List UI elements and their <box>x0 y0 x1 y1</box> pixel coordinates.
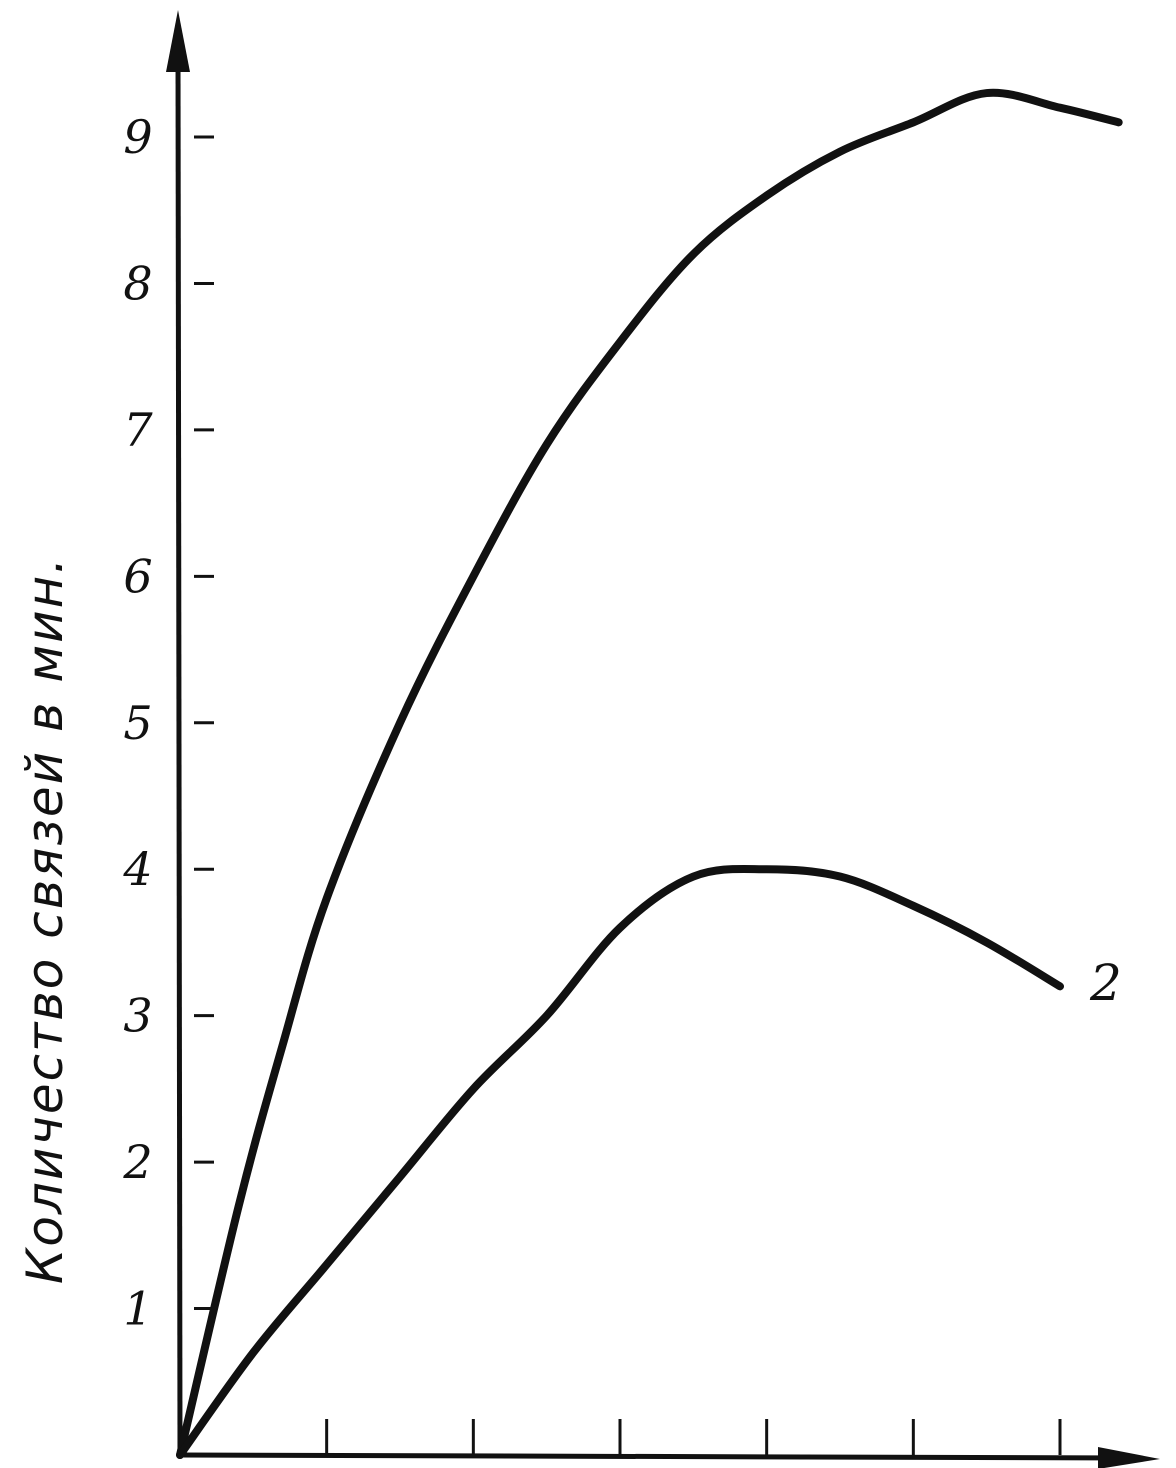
y-tick-label-5: 5 <box>123 696 152 750</box>
y-tick-label-1: 1 <box>123 1282 152 1336</box>
series-group <box>176 88 1123 1459</box>
axes <box>166 10 1160 1468</box>
y-axis-arrow <box>166 10 190 72</box>
y-tick-label-7: 7 <box>123 403 153 457</box>
x-axis-arrow <box>1098 1447 1160 1468</box>
y-tick-label-2: 2 <box>122 1135 152 1189</box>
ticks: 1 2 3 4 5 6 7 8 9 <box>122 110 1062 1455</box>
y-tick-label-8: 8 <box>123 256 152 310</box>
y-axis-line <box>175 49 183 1456</box>
y-axis-title: Количество связей в мин. <box>16 556 74 1284</box>
y-tick-label-9: 9 <box>123 110 152 164</box>
y-tick-label-6: 6 <box>123 549 152 603</box>
series-label-2: 2 <box>1089 954 1122 1012</box>
y-tick-label-3: 3 <box>123 989 152 1043</box>
y-tick-label-4: 4 <box>122 842 152 896</box>
series-line-1 <box>176 88 1123 1459</box>
x-axis-line <box>179 1452 1131 1461</box>
series-line-2 <box>176 864 1064 1459</box>
